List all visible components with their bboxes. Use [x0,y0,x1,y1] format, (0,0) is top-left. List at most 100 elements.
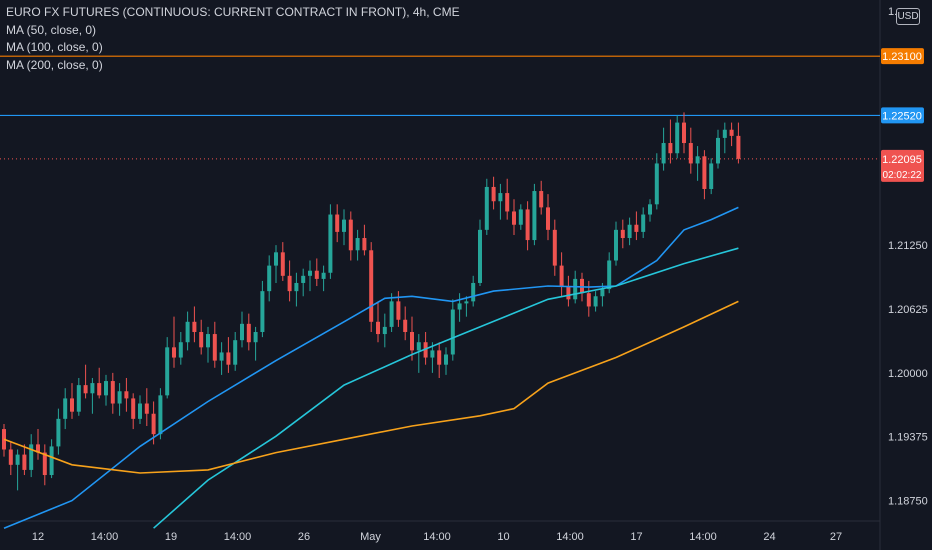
x-tick-label: 10 [497,531,509,543]
candle-body [688,143,693,164]
candle-body [634,224,639,232]
candle-body [8,449,13,465]
candle-body [722,129,727,138]
current-price-label: 1.22095 [882,154,922,166]
candle-body [342,219,346,232]
time-axis[interactable]: 12 14:00 19 14:00 26 May 14:00 10 14:00 17 14:00 24… [32,531,842,543]
candle-body [607,260,612,290]
x-tick-label: 17 [630,531,642,543]
candle-body [70,398,74,412]
candle-body [648,204,652,215]
indicator-ma100[interactable]: MA (100, close, 0) [6,40,103,54]
candle-body [63,398,68,419]
candle-body [301,275,306,283]
candle-body [308,270,312,276]
candle-body [376,321,380,335]
candle-body [661,143,666,164]
candle-body [172,347,176,358]
x-tick-label: 14:00 [224,531,252,543]
price-labels-layer: 1.23100 1.22520 1.22095 02:02:22 [881,48,924,182]
candle-body [192,321,197,333]
ma-line-0 [3,206,739,529]
x-tick-label: 24 [763,531,775,543]
ma-line-1 [153,247,739,529]
candle-body [29,444,34,470]
candle-body [138,403,142,419]
y-tick-label: 1.20000 [888,368,928,380]
candle-body [144,403,149,414]
candle-body [178,342,183,358]
currency-button[interactable]: USD [896,8,920,25]
candle-body [110,381,115,404]
candle-body [321,272,326,279]
price-axis[interactable]: 1.21250 1.20625 1.20000 1.19375 1.18750 [888,240,928,507]
candle-body [369,250,374,322]
candle-body [729,129,734,136]
candle-body [260,291,265,333]
candle-body [654,163,659,205]
candle-body [491,186,496,202]
candle-body [675,122,680,154]
candle-body [151,413,156,435]
candle-body [716,137,720,164]
candle-body [185,321,190,343]
candle-body [42,452,47,476]
x-tick-label: 14:00 [689,531,717,543]
candle-body [498,193,503,202]
candle-body [22,454,27,470]
candle-body [512,211,516,225]
candle-body [627,224,632,239]
candle-body [423,342,428,358]
candle-body [212,334,217,361]
price-label-0: 1.23100 [882,51,922,63]
y-tick-label: 1.19375 [888,432,928,444]
candle-body [267,265,272,292]
candle-body [328,214,333,273]
current-price-badge [881,149,924,182]
x-tick-label: 14:00 [556,531,584,543]
candle-body [682,122,686,144]
candle-body [450,309,455,355]
candle-body [90,383,95,394]
candle-body [362,238,367,251]
candle-body [641,214,646,232]
x-tick-label: May [360,531,381,543]
candle-body [382,326,387,335]
candle-body [464,301,469,304]
candle-body [104,381,108,396]
candle-body [580,278,584,294]
indicator-ma50[interactable]: MA (50, close, 0) [6,22,97,37]
chart-title[interactable]: EURO FX FUTURES (CONTINUOUS: CURRENT CON… [6,5,460,19]
candle-body [600,289,605,297]
x-tick-label: 27 [830,531,842,543]
price-label-bg-1 [881,107,924,124]
candle-body [56,418,61,447]
x-tick-label: 14:00 [91,531,119,543]
candle-body [471,282,476,302]
candle-body [403,319,408,333]
candle-body [124,391,129,399]
candle-body [76,385,81,412]
candle-body [280,252,285,276]
candle-body [457,303,462,310]
y-tick-label: 1.20625 [888,304,928,316]
y-tick-label: 1.18750 [888,496,928,508]
candle-body [226,352,231,365]
candle-body [314,270,319,279]
candle-body [539,191,544,208]
candle-body [566,286,571,300]
candle-body [586,293,591,307]
candle-body [49,446,54,476]
candle-body [532,191,537,241]
horizontal-lines-layer [0,55,880,160]
x-tick-label: 14:00 [423,531,451,543]
candle-body [199,332,204,348]
ma-line-2 [3,300,739,474]
indicator-ma200[interactable]: MA (200, close, 0) [6,57,103,72]
candle-body [573,278,578,300]
x-tick-label: 26 [298,531,310,543]
x-tick-label: 19 [165,531,177,543]
candle-body [287,275,292,292]
